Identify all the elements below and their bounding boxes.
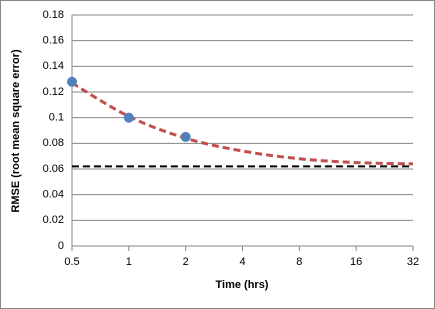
x-tick-label: 0.5: [64, 256, 79, 268]
x-tick-label: 32: [407, 256, 419, 268]
y-axis-title: RMSE (root mean square error): [10, 49, 22, 213]
y-tick-label: 0.14: [43, 60, 64, 72]
y-tick-label: 0.18: [43, 9, 64, 21]
x-tick-label: 8: [296, 256, 302, 268]
y-tick-label: 0.04: [43, 189, 64, 201]
y-tick-label: 0.06: [43, 163, 64, 175]
y-tick-label: 0.1: [49, 112, 64, 124]
y-tick-label: 0.12: [43, 86, 64, 98]
series-line: [71, 81, 414, 166]
data-point: [180, 131, 191, 142]
y-tick-label: 0.08: [43, 137, 64, 149]
data-point: [67, 76, 77, 87]
x-tick-label: 2: [183, 256, 189, 268]
x-tick-label: 16: [350, 256, 362, 268]
y-tick-label: 0.02: [43, 214, 64, 226]
x-axis-title: Time (hrs): [216, 279, 269, 291]
y-tick-label: 0: [58, 240, 64, 252]
y-tick-label: 0.16: [43, 35, 64, 47]
data-point: [123, 112, 134, 123]
x-tick-label: 1: [126, 256, 132, 268]
x-tick-label: 4: [239, 256, 245, 268]
